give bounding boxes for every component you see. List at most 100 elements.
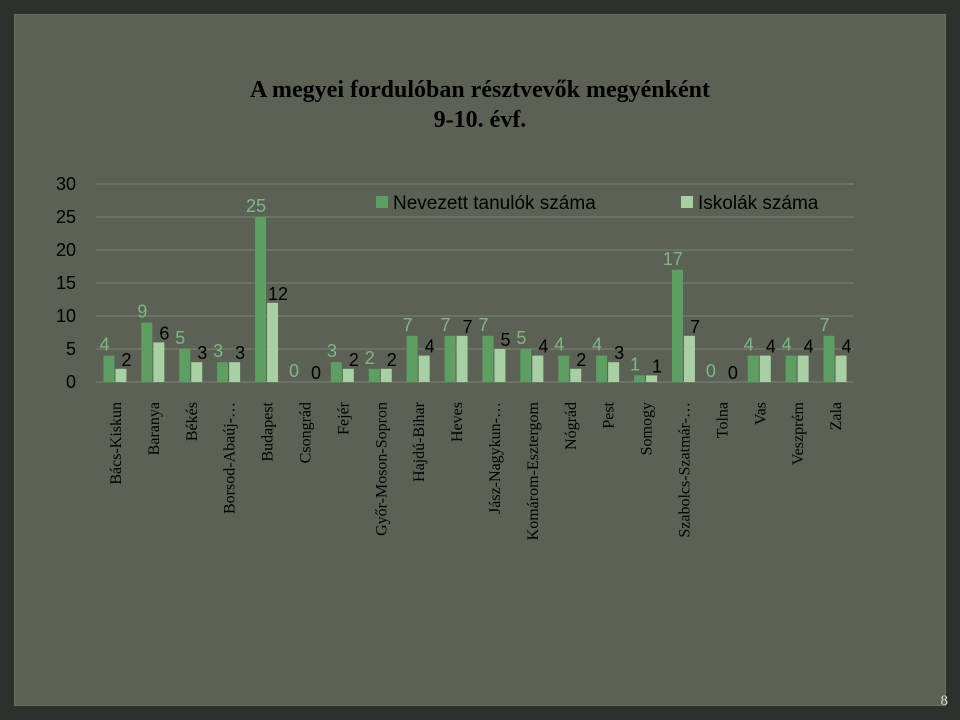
bar-series1 [671,269,683,382]
data-label-series2: 4 [804,337,814,357]
category-label: Fejér [335,401,352,435]
category-label: Pest [601,401,618,428]
category-label: Győr-Moson-Sopron [373,402,390,536]
y-tick-label: 25 [56,207,76,227]
bar-series1 [747,355,759,382]
data-label-series2: 4 [842,337,852,357]
category-label: Tolna [714,402,731,438]
data-label-series2: 5 [500,330,510,350]
legend-swatch-series1 [376,196,388,208]
category-label: Zala [828,402,845,430]
bar-series1 [255,217,267,382]
data-label-series1: 17 [663,249,683,269]
data-label-series1: 4 [99,335,109,355]
data-label-series1: 4 [554,335,564,355]
bar-series1 [179,349,191,382]
category-label: Borsod-Abaúj-… [222,402,239,514]
legend-label-series1: Nevezett tanulók száma [393,193,596,214]
category-label: Szabolcs-Szatmár-… [676,402,693,538]
slide-title: A megyei fordulóban résztvevők megyénkén… [0,75,960,135]
bar-series2 [342,368,354,382]
data-label-series1: 4 [744,335,754,355]
data-label-series1: 3 [327,341,337,361]
bar-series2 [532,355,544,382]
bar-series2 [608,362,620,382]
bar-series2 [229,362,241,382]
bar-series2 [153,342,165,382]
data-label-series1: 0 [289,361,299,381]
data-label-series2: 3 [235,343,245,363]
data-label-series2: 4 [766,337,776,357]
data-label-series2: 4 [425,337,435,357]
bar-series1 [103,355,115,382]
data-label-series2: 1 [652,356,662,376]
category-label: Békés [184,402,201,441]
title-line-2: 9-10. évf. [433,107,527,133]
data-label-series2: 6 [159,323,169,343]
category-label: Hajdú-Bihar [411,401,428,482]
bar-series1 [785,355,797,382]
bar-series2 [380,368,392,382]
y-tick-label: 0 [66,372,76,392]
bar-series2 [646,375,658,382]
data-label-series2: 2 [121,350,131,370]
bar-series1 [444,335,456,382]
data-label-series2: 2 [576,350,586,370]
bar-series1 [596,355,608,382]
legend-label-series2: Iskolák száma [698,193,819,214]
data-label-series1: 7 [820,315,830,335]
data-label-series2: 2 [387,350,397,370]
bar-series1 [141,322,153,382]
bar-series1 [406,335,418,382]
category-label: Jász-Nagykun-… [487,402,504,514]
bar-series2 [494,349,506,382]
bar-series1 [558,355,570,382]
category-label: Somogy [639,402,656,455]
data-label-series1: 4 [782,335,792,355]
category-label: Veszprém [790,401,807,465]
category-label: Vas [752,402,769,425]
data-label-series2: 7 [690,317,700,337]
data-label-series1: 0 [706,361,716,381]
data-label-series1: 7 [478,315,488,335]
y-tick-label: 10 [56,306,76,326]
category-label: Budapest [260,401,277,461]
category-label: Csongrád [297,402,314,463]
bar-series2 [115,368,127,382]
bar-series1 [368,368,380,382]
y-tick-label: 15 [56,273,76,293]
data-label-series2: 7 [463,317,473,337]
data-label-series1: 5 [516,328,526,348]
bar-series1 [823,335,835,382]
y-tick-label: 5 [66,339,76,359]
page-number: 8 [940,693,949,709]
bar-series1 [520,349,532,382]
data-label-series2: 2 [349,350,359,370]
legend-swatch-series2 [681,196,693,208]
data-label-series1: 9 [137,302,147,322]
bar-series1 [482,335,494,382]
data-label-series2: 3 [197,343,207,363]
bar-series2 [797,355,809,382]
bar-series2 [683,335,695,382]
data-label-series1: 25 [246,196,266,216]
category-label: Komárom-Esztergom [525,401,542,540]
bar-series1 [330,362,342,382]
bar-series2 [418,355,430,382]
category-label: Bács-Kiskun [108,402,125,485]
data-label-series1: 2 [365,348,375,368]
data-label-series2: 0 [728,363,738,383]
data-label-series1: 5 [175,328,185,348]
bar-series2 [456,335,468,382]
category-label: Heves [449,402,466,442]
bar-series2 [191,362,203,382]
bar-series2 [835,355,847,382]
y-tick-label: 20 [56,240,76,260]
data-label-series2: 4 [538,337,548,357]
data-label-series1: 1 [630,354,640,374]
y-tick-label: 30 [56,174,76,194]
bar-series2 [759,355,771,382]
title-line-1: A megyei fordulóban résztvevők megyénkén… [250,77,710,103]
data-label-series1: 7 [403,315,413,335]
